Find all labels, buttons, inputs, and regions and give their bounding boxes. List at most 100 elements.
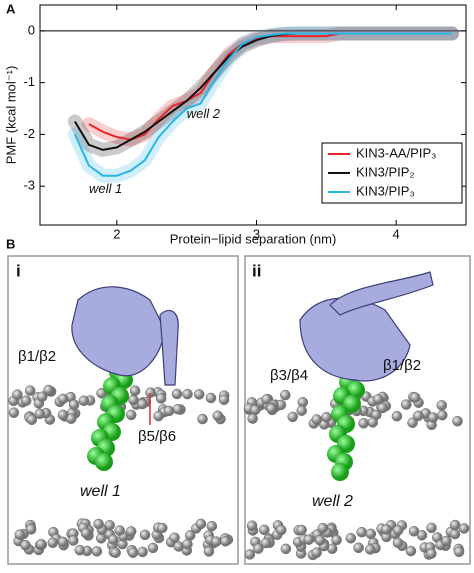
lipid-sphere [449,528,461,540]
lipid-sphere [275,524,287,536]
lipid-sphere [437,409,448,421]
lipid-sphere [246,520,258,531]
lipid-sphere [20,395,32,406]
protein-ribbon [71,286,166,377]
well-label: well 2 [312,493,353,510]
lipid-sphere [253,543,264,554]
lipid-sphere [163,405,175,417]
lipid-sphere [365,544,376,555]
lipid-headgroup [343,395,361,413]
lipid-sphere [78,395,90,406]
x-tick-label: 4 [393,226,400,241]
x-tick-label: 2 [113,226,120,241]
lipid-sphere [127,547,139,558]
lipid-sphere [303,534,315,545]
lipid-headgroup [347,381,365,399]
lipid-sphere [36,539,47,550]
lipid-sphere [68,399,80,410]
annotation: well 2 [187,106,221,121]
lipid-sphere [259,524,270,536]
lipid-sphere [244,549,256,560]
lipid-sphere [91,546,103,557]
molecular-render [8,271,470,561]
lipid-sphere [314,535,326,546]
legend-label: KIN3-AA/PIP₃ [356,145,436,160]
lipid-sphere [353,542,364,554]
lipid-sphere [74,544,86,556]
lipid-sphere [155,393,167,404]
lipid-sphere [408,526,420,537]
lipid-sphere [169,532,180,544]
x-axis-label: Protein−lipid separation (nm) [170,231,337,246]
lipid-sphere [12,389,23,400]
lipid-sphere [57,536,69,548]
lipid-sphere [458,523,470,534]
lipid-sphere [260,537,272,549]
line-band [67,26,459,157]
lipid-sphere [427,412,439,423]
lipid-sphere [426,548,437,559]
panel-label: B [6,236,15,251]
lipid-sphere [57,393,69,405]
lipid-sphere [401,399,412,410]
lipid-sphere [453,546,465,558]
lipid-sphere [43,384,54,396]
lipid-sphere [137,398,148,410]
lipid-sphere [47,537,59,548]
lipid-sphere [182,538,193,550]
lipid-sphere [137,546,148,558]
lipid-sphere [345,532,357,544]
lipid-sphere [296,405,307,416]
annotation: well 1 [89,181,122,196]
protein-ribbon [159,309,179,386]
lipid-sphere [171,388,183,400]
lipid-sphere [280,389,291,401]
protein-ribbon [329,271,434,316]
lipid-sphere [129,385,141,396]
lipid-sphere [104,520,115,531]
lipid-sphere [125,409,137,421]
subpanel-label: ii [252,261,261,280]
y-tick-label: -1 [23,74,35,89]
lipid-sphere [441,535,452,547]
lipid-sphere [195,518,207,530]
lipid-sphere [205,392,217,404]
lipid-sphere [377,402,388,414]
lipid-sphere [405,545,417,557]
lipid-sphere [212,410,224,422]
y-tick-label: 0 [28,22,35,37]
lipid-sphere [184,530,196,541]
lipid-sphere [157,522,168,534]
lipid-sphere [197,413,208,425]
lipid-sphere [392,525,404,536]
lipid-sphere [449,519,461,531]
strand-label: β5/β6 [138,428,176,445]
line-band [81,26,459,147]
lipid-sphere [182,388,193,400]
lipid-sphere [296,524,307,536]
y-tick-label: -3 [23,178,35,193]
lipid-sphere [34,408,46,420]
lipid-sphere [220,536,231,547]
subpanel-label: i [16,261,21,280]
lipid-sphere [218,394,230,405]
legend-label: KIN3/PIP₂ [356,164,415,179]
lipid-sphere [452,415,463,427]
lipid-sphere [413,410,424,422]
panel-label: A [6,1,16,16]
lipid-sphere [36,391,48,402]
lipid-sphere [266,403,277,414]
lipid-sphere [68,535,79,546]
lipid-sphere [153,410,164,422]
lipid-sphere [373,394,384,405]
lipid-sphere [110,547,121,558]
lipid-sphere [8,407,20,418]
lipid-sphere [24,385,36,396]
lipid-sphere [331,534,342,546]
lipid-sphere [391,410,403,422]
lipid-sphere [172,403,184,415]
lipid-sphere [365,528,377,540]
lipid-sphere [392,537,404,549]
lipid-sphere [147,542,159,554]
